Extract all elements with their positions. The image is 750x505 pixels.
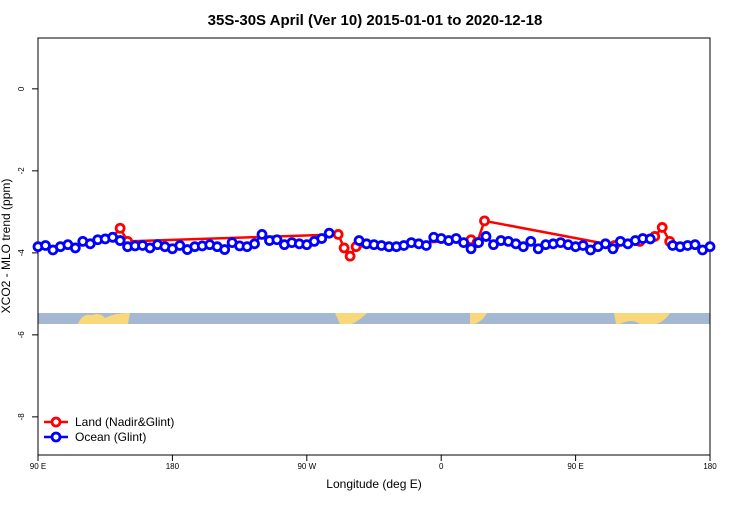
data-point — [316, 233, 328, 244]
x-axis-label: Longitude (deg E) — [326, 477, 421, 491]
data-point — [479, 215, 490, 227]
data-point — [219, 244, 231, 255]
data-point — [480, 231, 492, 242]
data-point — [114, 235, 126, 246]
y-tick-label: -2 — [17, 167, 26, 175]
y-tick-label: -8 — [17, 413, 26, 421]
data-point — [689, 239, 701, 251]
data-point — [704, 241, 716, 253]
data-point — [114, 222, 126, 234]
x-tick-label: 180 — [703, 462, 717, 471]
data-point — [69, 242, 81, 254]
data-point — [344, 250, 356, 262]
y-tick-label: -4 — [17, 249, 26, 257]
data-point — [338, 242, 350, 254]
data-point — [256, 229, 268, 240]
data-point — [600, 238, 611, 250]
data-point — [656, 222, 668, 233]
data-point — [420, 240, 432, 251]
y-tick-label: -6 — [17, 331, 26, 339]
legend-marker — [50, 431, 62, 443]
data-point — [473, 237, 484, 249]
data-point — [40, 240, 51, 251]
data-point — [525, 235, 537, 247]
x-tick-label: 90 E — [30, 462, 46, 471]
data-point — [458, 237, 470, 249]
data-point — [332, 229, 344, 240]
y-tick-label: 0 — [17, 86, 26, 91]
x-tick-label: 90 W — [297, 462, 316, 471]
x-tick-label: 180 — [166, 462, 180, 471]
y-axis-label: XCO2 - MLO trend (ppm) — [0, 179, 13, 314]
data-point — [323, 227, 335, 239]
legend-label: Land (Nadir&Glint) — [75, 415, 174, 429]
data-point — [249, 238, 260, 250]
x-tick-label: 90 E — [567, 462, 583, 471]
legend-marker — [50, 416, 62, 428]
data-point — [577, 240, 589, 251]
map-strip — [38, 313, 710, 324]
data-point — [465, 243, 477, 255]
chart-title: 35S-30S April (Ver 10) 2015-01-01 to 202… — [208, 12, 543, 29]
data-point — [271, 234, 283, 246]
data-point — [517, 241, 529, 253]
data-point — [644, 233, 656, 245]
data-point — [607, 243, 619, 255]
legend-label: Ocean (Glint) — [75, 430, 146, 444]
x-tick-label: 0 — [439, 462, 444, 471]
